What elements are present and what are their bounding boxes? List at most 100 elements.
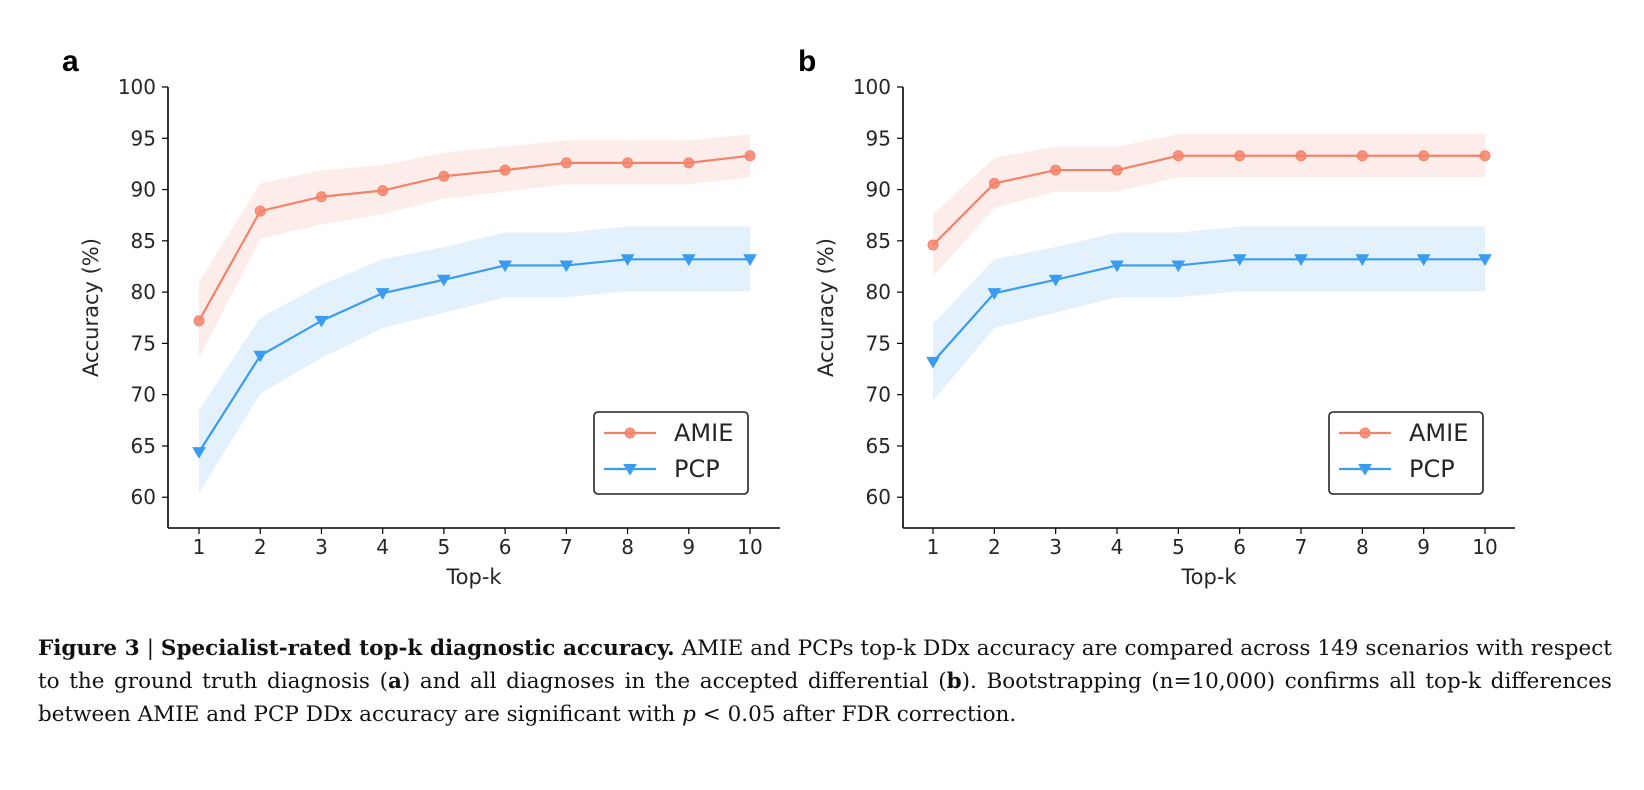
y-tick-label: 65 bbox=[131, 434, 156, 458]
y-tick-label: 70 bbox=[866, 383, 891, 407]
x-tick-label: 5 bbox=[438, 535, 451, 559]
series-line-pcp bbox=[198, 258, 750, 453]
data-point-pcp bbox=[987, 288, 1002, 300]
data-point-amie bbox=[254, 205, 266, 217]
panel-b-chart: b 60 65 70 75 80 85 90 95 100 1 2 3 4 5 6 7 8 9 10 Top-k Accu… bbox=[798, 45, 1515, 589]
legend-marker-pcp bbox=[1358, 464, 1372, 476]
data-point-pcp bbox=[681, 254, 696, 266]
data-point-amie bbox=[315, 191, 327, 203]
y-tick-label: 80 bbox=[131, 280, 156, 304]
data-point-pcp bbox=[1110, 260, 1124, 273]
x-tick-label: 8 bbox=[621, 535, 634, 559]
x-axis-label: Top-k bbox=[1180, 565, 1237, 589]
x-tick-label: 6 bbox=[499, 535, 512, 559]
caption-text-4: < 0.05 after FDR correction. bbox=[695, 702, 1017, 727]
x-tick-label: 7 bbox=[1295, 535, 1308, 559]
legend-marker-amie bbox=[624, 427, 636, 439]
data-point-pcp bbox=[1478, 254, 1492, 266]
confidence-band-pcp bbox=[199, 226, 750, 494]
y-tick-label: 95 bbox=[131, 126, 156, 150]
legend-label-pcp: PCP bbox=[1409, 455, 1455, 483]
data-point-amie bbox=[622, 157, 634, 169]
data-point-amie bbox=[1295, 150, 1307, 162]
y-tick-label: 70 bbox=[131, 383, 156, 407]
data-point-amie bbox=[744, 150, 756, 162]
data-point-amie bbox=[683, 157, 695, 169]
panel-letter: a bbox=[62, 45, 79, 78]
data-point-amie bbox=[438, 170, 450, 182]
caption-text-1: AMIE and PCPs top-k DDx accuracy are com… bbox=[38, 636, 1612, 694]
x-tick-label: 4 bbox=[376, 535, 389, 559]
data-point-pcp bbox=[375, 288, 390, 300]
confidence-band-pcp bbox=[933, 226, 1485, 401]
x-tick-label: 3 bbox=[315, 535, 328, 559]
caption-ref-a: a bbox=[387, 669, 402, 694]
legend-label-amie: AMIE bbox=[1409, 419, 1468, 447]
y-tick-label: 85 bbox=[131, 229, 156, 253]
x-tick-label: 2 bbox=[254, 535, 267, 559]
data-point-pcp bbox=[1048, 274, 1063, 287]
x-tick-label: 10 bbox=[737, 535, 762, 559]
y-axis-label: Accuracy (%) bbox=[814, 238, 838, 377]
data-point-pcp bbox=[314, 315, 329, 328]
legend-label-pcp: PCP bbox=[674, 455, 720, 483]
data-point-amie bbox=[499, 164, 511, 176]
data-point-amie bbox=[1356, 150, 1368, 162]
data-point-pcp bbox=[559, 260, 574, 273]
data-point-pcp bbox=[437, 274, 451, 287]
y-tick-label: 60 bbox=[866, 485, 891, 509]
data-point-amie bbox=[1418, 150, 1430, 162]
data-point-pcp bbox=[253, 350, 268, 363]
caption-separator: | bbox=[146, 636, 154, 661]
y-tick-label: 90 bbox=[866, 178, 891, 202]
data-point-pcp bbox=[498, 260, 512, 273]
x-tick-label: 5 bbox=[1172, 535, 1185, 559]
data-point-pcp bbox=[743, 254, 757, 266]
caption-p-symbol: p bbox=[682, 702, 696, 727]
data-point-amie bbox=[1050, 164, 1062, 176]
y-tick-label: 100 bbox=[853, 75, 891, 99]
data-point-amie bbox=[1479, 150, 1491, 162]
y-tick-label: 75 bbox=[866, 331, 891, 355]
x-tick-label: 8 bbox=[1356, 535, 1369, 559]
data-point-amie bbox=[560, 157, 572, 169]
y-tick-label: 75 bbox=[131, 331, 156, 355]
panel-a-chart: a 60 65 70 75 80 85 90 95 100 1 2 3 4 5 6 7 8 9 10 Top-k Accu… bbox=[62, 45, 780, 589]
caption-text-3: ). Bootstrapping (n=10,000) confirms all… bbox=[38, 669, 1612, 727]
x-tick-label: 10 bbox=[1472, 535, 1497, 559]
data-point-amie bbox=[1234, 150, 1246, 162]
data-point-amie bbox=[1111, 164, 1123, 176]
caption-text-2: ) and all diagnoses in the accepted diff… bbox=[401, 669, 947, 694]
data-point-pcp bbox=[1171, 260, 1186, 273]
data-point-pcp bbox=[192, 447, 206, 459]
y-tick-label: 90 bbox=[131, 178, 156, 202]
y-tick-label: 65 bbox=[866, 434, 891, 458]
x-axis-label: Top-k bbox=[445, 565, 502, 589]
x-tick-label: 6 bbox=[1233, 535, 1246, 559]
x-tick-label: 1 bbox=[193, 535, 206, 559]
x-tick-label: 2 bbox=[988, 535, 1001, 559]
legend-label-amie: AMIE bbox=[674, 419, 733, 447]
legend-marker-amie bbox=[1359, 427, 1371, 439]
series-line-pcp bbox=[932, 258, 1485, 363]
caption-label: Figure 3 bbox=[38, 636, 140, 661]
figure-caption: Figure 3 | Specialist-rated top-k diagno… bbox=[38, 632, 1612, 731]
y-tick-label: 80 bbox=[866, 280, 891, 304]
confidence-band-amie bbox=[199, 134, 750, 358]
caption-title: Specialist-rated top-k diagnostic accura… bbox=[160, 636, 675, 661]
data-point-pcp bbox=[1416, 254, 1431, 266]
x-tick-label: 4 bbox=[1111, 535, 1124, 559]
x-tick-label: 1 bbox=[927, 535, 940, 559]
y-tick-label: 100 bbox=[118, 75, 156, 99]
caption-ref-b: b bbox=[946, 669, 962, 694]
y-axis-label: Accuracy (%) bbox=[79, 238, 103, 377]
data-point-amie bbox=[927, 239, 939, 251]
x-tick-label: 7 bbox=[560, 535, 573, 559]
data-point-amie bbox=[193, 315, 205, 327]
data-point-pcp bbox=[1355, 254, 1370, 266]
x-tick-label: 9 bbox=[682, 535, 695, 559]
y-tick-label: 60 bbox=[131, 485, 156, 509]
series-line-amie bbox=[198, 154, 751, 322]
series-line-amie bbox=[932, 154, 1485, 246]
